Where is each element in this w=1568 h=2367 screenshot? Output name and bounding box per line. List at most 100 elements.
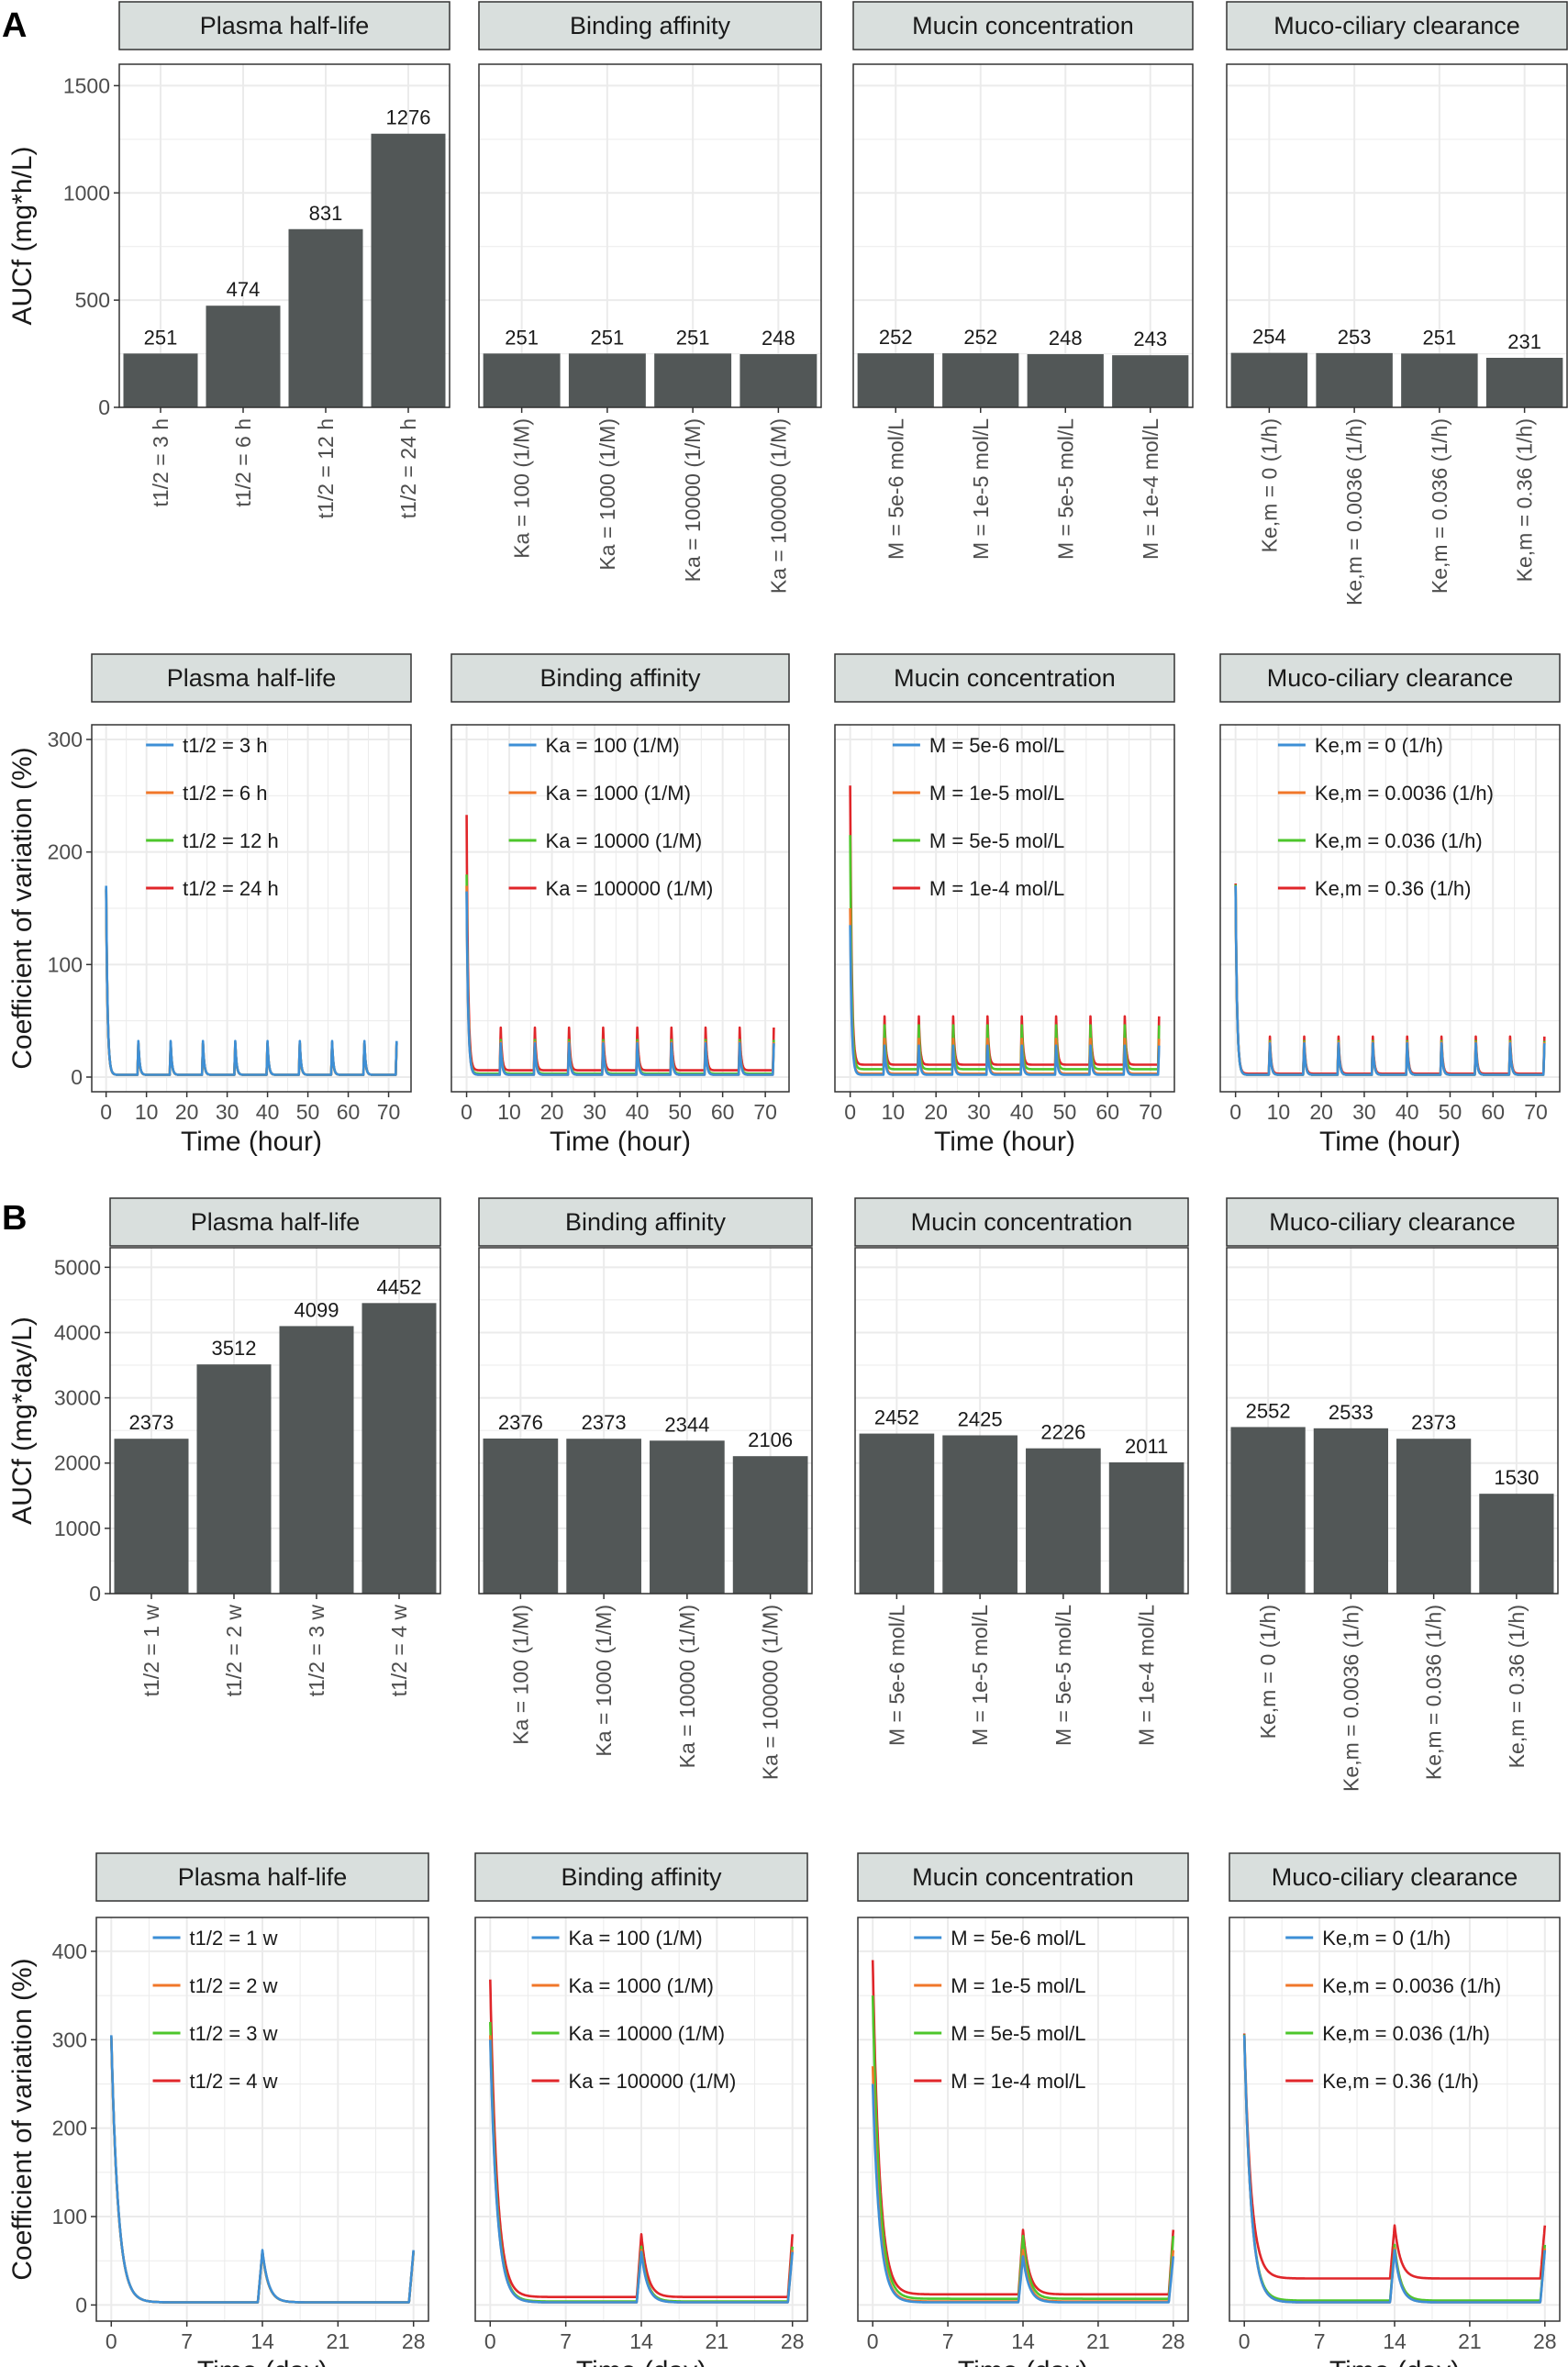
bar-facet-1: 251 t1/2 = 3 h 474 t1/2 = 6 h 831 t1/2 = 12 h… — [63, 63, 450, 518]
series-line — [1242, 2034, 1547, 2302]
bar — [483, 1438, 559, 1594]
bar — [361, 1303, 437, 1594]
series-line — [110, 2035, 415, 2304]
x-tick-label: Ka = 1000 (1/M) — [595, 418, 619, 571]
bar-facet-1: 2373 t1/2 = 1 w 3512 t1/2 = 2 w 4099 t1/2 = 3… — [54, 1247, 441, 1697]
y-tick-label: 100 — [48, 952, 83, 976]
panel-border — [852, 63, 1194, 408]
legend-label: M = 5e-5 mol/L — [951, 2022, 1085, 2045]
legend-label: M = 5e-5 mol/L — [929, 829, 1064, 852]
plot-area — [479, 64, 821, 407]
bar — [1313, 1428, 1388, 1594]
x-tick-label: Ke,m = 0.036 (1/h) — [1428, 418, 1451, 594]
bar-data-label: 251 — [505, 326, 539, 349]
facet-strip-label: Muco-ciliary clearance — [1269, 1208, 1516, 1236]
facet-strip-bg — [478, 1197, 813, 1247]
legend-label: Ka = 100000 (1/M) — [569, 2070, 737, 2093]
bar-data-label: 1276 — [386, 106, 431, 129]
bar-data-label: 2011 — [1125, 1435, 1168, 1458]
x-tick-label: 40 — [256, 1100, 280, 1124]
line-facet-3: M = 5e-6 mol/L M = 1e-5 mol/L M = 5e-5 mol… — [857, 1917, 1189, 2367]
bar-data-label: 1530 — [1494, 1466, 1539, 1489]
bar-data-label: 2373 — [1411, 1411, 1456, 1434]
bar-data-label: 252 — [879, 326, 913, 349]
panel-border — [1219, 724, 1561, 1093]
x-tick-label: 10 — [135, 1100, 159, 1124]
line-facet-3: M = 5e-6 mol/L M = 1e-5 mol/L M = 5e-5 mol… — [834, 724, 1175, 1157]
line-facet-1: t1/2 = 3 h t1/2 = 6 h t1/2 = 12 h t1/2 = 24… — [48, 724, 412, 1157]
facet-strip-label: Mucin concentration — [911, 1208, 1133, 1236]
panel-letter-a: A — [2, 6, 27, 45]
legend-label: Ke,m = 0.036 (1/h) — [1315, 829, 1483, 852]
bar — [859, 1433, 935, 1594]
y-tick-label: 300 — [52, 2028, 87, 2051]
x-tick-label: M = 1e-5 mol/L — [969, 418, 993, 560]
panel-border — [91, 724, 412, 1093]
bar-data-label: 2226 — [1040, 1421, 1085, 1444]
facet-strip-label: Binding affinity — [561, 1863, 722, 1891]
legend-label: M = 1e-4 mol/L — [929, 877, 1064, 900]
x-axis-title: Time (day) — [197, 2356, 328, 2367]
facet-strip-bg — [474, 1852, 808, 1902]
panel-border — [109, 1247, 441, 1595]
x-tick-label: 7 — [1314, 2329, 1326, 2353]
x-tick-label: 10 — [497, 1100, 521, 1124]
facet-strip: Muco-ciliary clearance — [1229, 1852, 1561, 1902]
x-tick-label: 50 — [296, 1100, 320, 1124]
bar-facet-2: 251 Ka = 100 (1/M) 251 Ka = 1000 (1/M) 251 Ka… — [478, 63, 822, 594]
x-tick-label: 28 — [1533, 2329, 1557, 2353]
x-tick-label: 70 — [1524, 1100, 1548, 1124]
x-tick-label: 28 — [1162, 2329, 1185, 2353]
figure-root: AUCf (mg*h/L) 251 t1/2 = 3 h 474 t1/2 = 6 h 8… — [7, 1, 1568, 2367]
y-tick-label: 1000 — [54, 1517, 101, 1540]
bar-facet-2: 2376 Ka = 100 (1/M) 2373 Ka = 1000 (1/M) 234… — [478, 1247, 813, 1780]
series-line — [871, 1995, 1175, 2300]
line-facet-2: Ka = 100 (1/M) Ka = 1000 (1/M) Ka = 10000 … — [450, 724, 790, 1157]
facet-strip-label: Plasma half-life — [200, 12, 370, 39]
x-tick-label: Ke,m = 0.036 (1/h) — [1422, 1605, 1446, 1780]
legend-label: Ka = 10000 (1/M) — [569, 2022, 726, 2045]
x-tick-label: 40 — [1396, 1100, 1419, 1124]
legend-label: M = 1e-5 mol/L — [951, 1974, 1085, 1997]
x-tick-label: 70 — [753, 1100, 777, 1124]
x-tick-label: 0 — [1229, 1100, 1241, 1124]
bar — [857, 353, 934, 407]
x-tick-label: 60 — [711, 1100, 735, 1124]
y-tick-label: 2000 — [54, 1451, 101, 1475]
bar-data-label: 4099 — [295, 1298, 339, 1321]
y-tick-label: 5000 — [54, 1255, 101, 1279]
x-axis-title: Time (hour) — [181, 1127, 322, 1157]
legend-label: M = 5e-6 mol/L — [929, 734, 1064, 757]
y-tick-label: 0 — [75, 2293, 87, 2317]
facet-strip: Mucin concentration — [852, 1, 1194, 50]
facet-strip: Muco-ciliary clearance — [1226, 1197, 1559, 1247]
series-line — [1234, 885, 1546, 1076]
y-tick-label: 0 — [89, 1582, 101, 1606]
facet-strip: Plasma half-life — [118, 1, 450, 50]
x-tick-label: 20 — [924, 1100, 948, 1124]
facet-strip-bg — [1226, 1, 1568, 50]
legend-label: Ke,m = 0 (1/h) — [1315, 734, 1443, 757]
series-line — [105, 885, 398, 1076]
facet-strip-bg — [478, 1, 822, 50]
x-tick-label: 0 — [106, 2329, 117, 2353]
x-tick-label: Ka = 10000 (1/M) — [681, 418, 705, 582]
x-tick-label: 0 — [461, 1100, 473, 1124]
bar — [1396, 1439, 1472, 1594]
bar — [1026, 1448, 1101, 1594]
facet-strip: Binding affinity — [478, 1, 822, 50]
facet-strip-bg — [852, 1, 1194, 50]
x-tick-label: 30 — [583, 1100, 606, 1124]
x-tick-label: 60 — [1095, 1100, 1119, 1124]
x-tick-label: Ke,m = 0.0036 (1/h) — [1339, 1605, 1362, 1792]
bar-data-label: 2452 — [874, 1406, 919, 1429]
bar — [942, 353, 1019, 407]
series-line — [489, 2039, 794, 2304]
series-line — [465, 885, 775, 1076]
x-tick-label: t1/2 = 2 w — [222, 1605, 246, 1697]
facet-strip-label: Mucin concentration — [894, 664, 1116, 692]
legend-label: Ka = 100 (1/M) — [546, 734, 680, 757]
facet-strip-bg — [91, 653, 412, 703]
x-tick-label: 50 — [668, 1100, 692, 1124]
legend-label: M = 5e-6 mol/L — [951, 1927, 1085, 1950]
